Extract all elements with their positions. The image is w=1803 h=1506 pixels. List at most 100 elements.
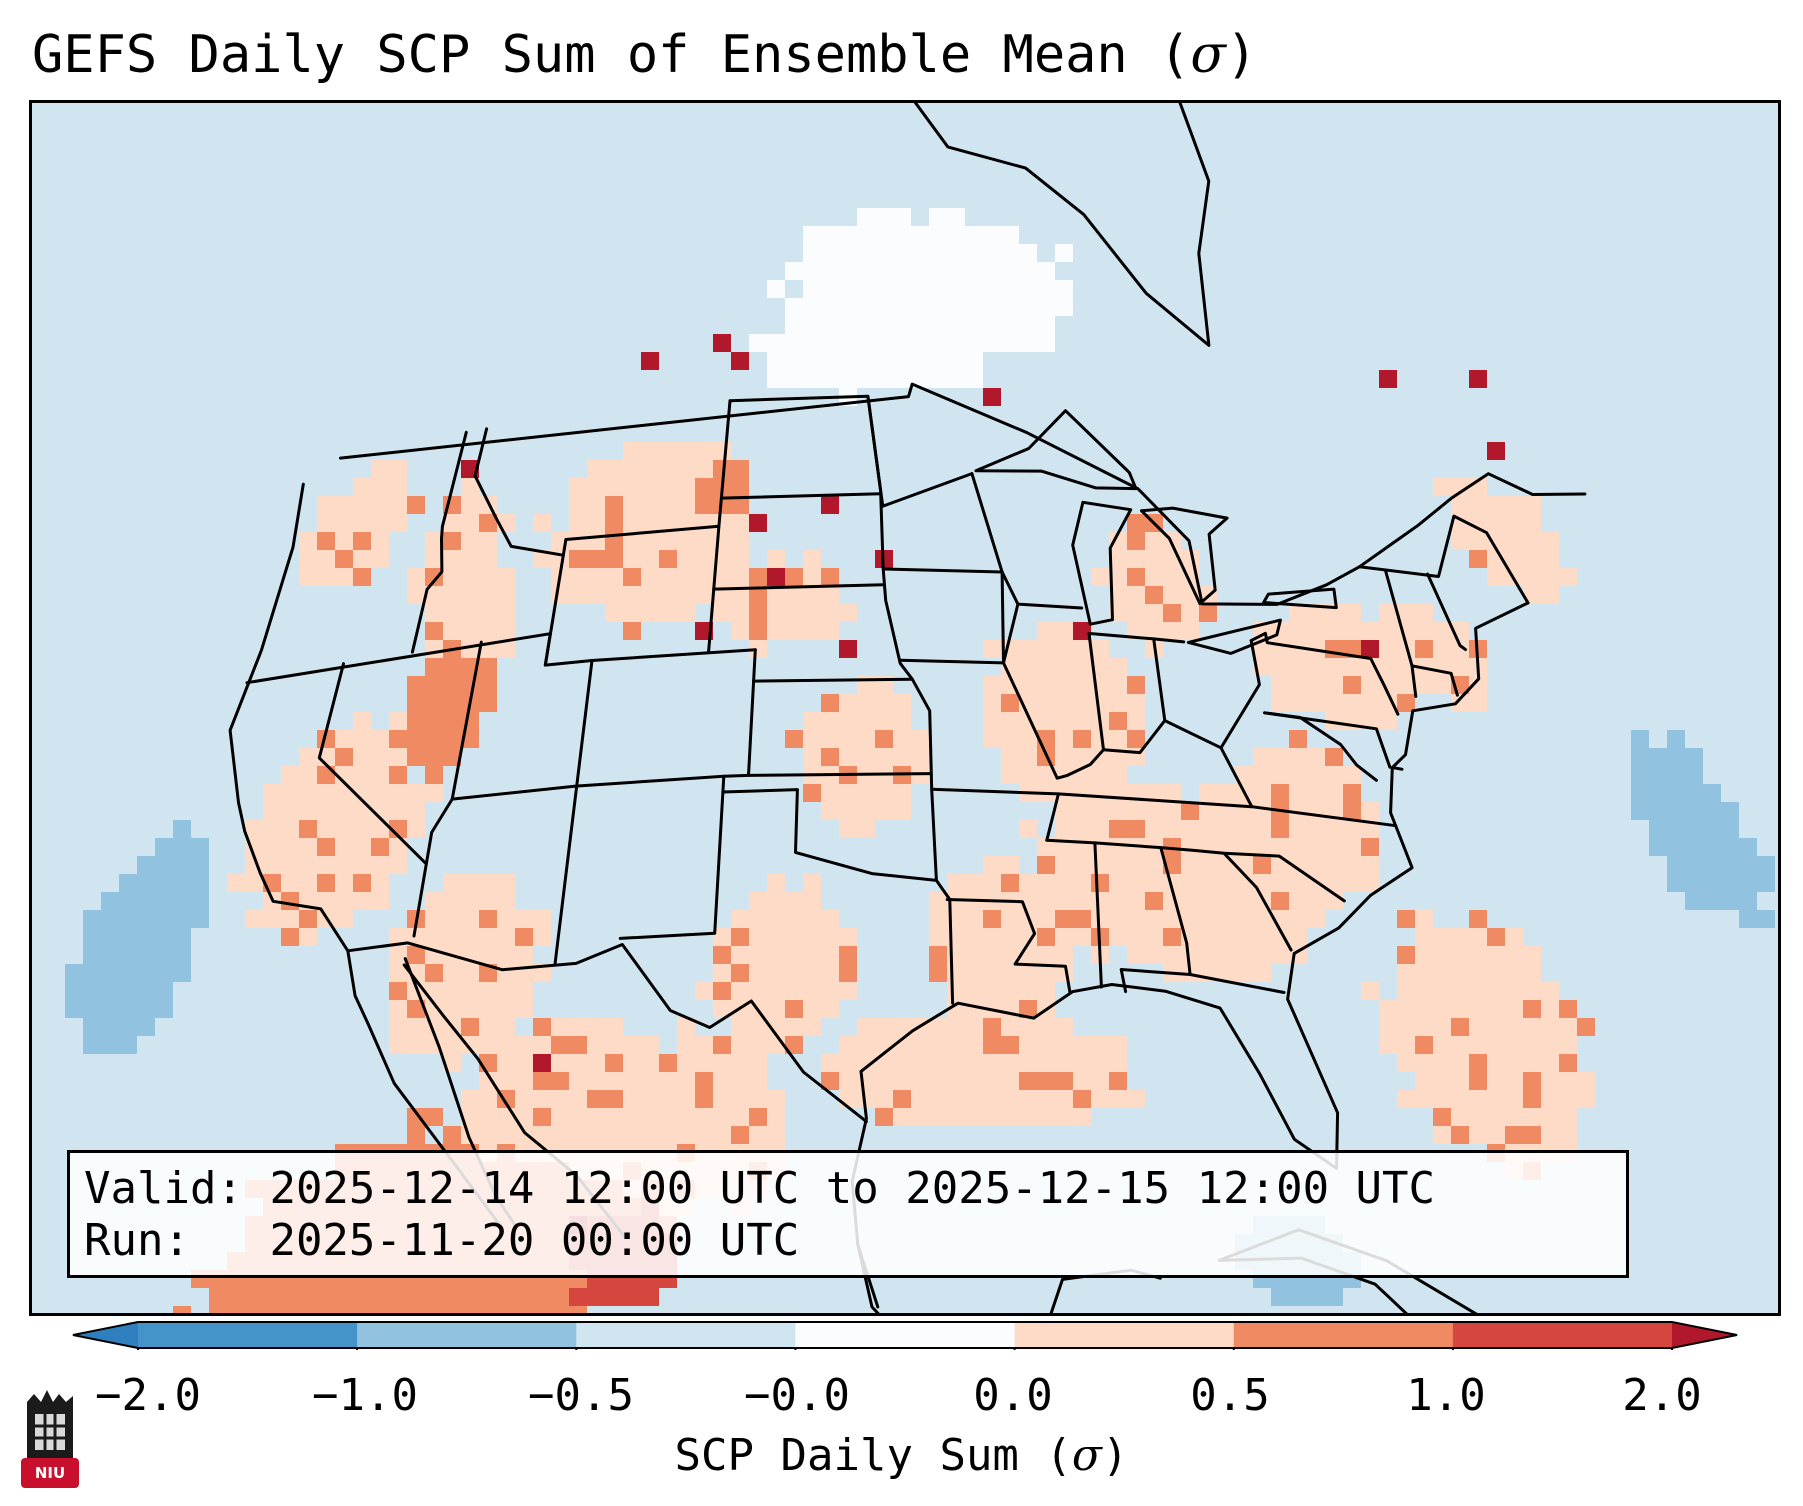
anomaly-cell (1181, 604, 1199, 622)
anomaly-cell (191, 910, 209, 928)
anomaly-cell (1109, 730, 1127, 748)
anomaly-cell (839, 1036, 857, 1054)
anomaly-cell (1433, 676, 1451, 694)
anomaly-cell (605, 514, 623, 532)
anomaly-cell (461, 514, 479, 532)
anomaly-cell (1307, 910, 1325, 928)
anomaly-cell (1037, 874, 1055, 892)
anomaly-cell (1289, 1288, 1307, 1306)
anomaly-cell (623, 1036, 641, 1054)
anomaly-cell (839, 712, 857, 730)
anomaly-cell (1289, 820, 1307, 838)
anomaly-cell (407, 928, 425, 946)
anomaly-cell (389, 1000, 407, 1018)
anomaly-cell (1127, 910, 1145, 928)
anomaly-cell (1001, 226, 1019, 244)
anomaly-cell (983, 298, 1001, 316)
anomaly-cell (1073, 730, 1091, 748)
anomaly-cell (1163, 874, 1181, 892)
anomaly-cell (425, 712, 443, 730)
anomaly-cell (191, 892, 209, 910)
anomaly-cell (425, 658, 443, 676)
anomaly-cell (1433, 1036, 1451, 1054)
anomaly-cell (1541, 982, 1559, 1000)
anomaly-cell (1289, 892, 1307, 910)
anomaly-cell (1073, 1036, 1091, 1054)
anomaly-cell (1073, 712, 1091, 730)
anomaly-cell (587, 586, 605, 604)
lake-michigan (1071, 500, 1133, 626)
anomaly-cell (785, 604, 803, 622)
anomaly-cell (443, 622, 461, 640)
castle-icon (21, 1390, 79, 1488)
anomaly-cell (1361, 820, 1379, 838)
anomaly-cell (911, 1072, 929, 1090)
anomaly-cell (299, 1288, 317, 1306)
anomaly-cell (497, 622, 515, 640)
anomaly-cell (569, 532, 587, 550)
anomaly-cell (1091, 802, 1109, 820)
anomaly-cell (299, 568, 317, 586)
anomaly-cell (821, 586, 839, 604)
anomaly-cell (821, 334, 839, 352)
anomaly-cell (497, 1018, 515, 1036)
anomaly-cell (1541, 1054, 1559, 1072)
anomaly-cell (461, 550, 479, 568)
anomaly-cell (497, 946, 515, 964)
colorbar-tick-label: −0.0 (744, 1370, 850, 1421)
anomaly-cell (1397, 676, 1415, 694)
anomaly-cell (1163, 784, 1181, 802)
anomaly-cell (479, 1018, 497, 1036)
anomaly-cell (479, 892, 497, 910)
anomaly-cell (839, 334, 857, 352)
anomaly-cell (659, 478, 677, 496)
anomaly-cell (1397, 694, 1415, 712)
anomaly-cell (1055, 694, 1073, 712)
anomaly-cell (1199, 604, 1217, 622)
anomaly-cell (569, 1126, 587, 1144)
anomaly-cell (533, 964, 551, 982)
anomaly-cell (1505, 1090, 1523, 1108)
anomaly-cell (353, 568, 371, 586)
anomaly-cell (335, 730, 353, 748)
anomaly-cell (1505, 928, 1523, 946)
anomaly-cell (1469, 964, 1487, 982)
anomaly-cell (1289, 874, 1307, 892)
anomaly-cell (1091, 730, 1109, 748)
anomaly-cell (407, 748, 425, 766)
anomaly-cell (659, 496, 677, 514)
anomaly-cell (281, 784, 299, 802)
anomaly-cell (1019, 766, 1037, 784)
anomaly-cell (335, 874, 353, 892)
anomaly-cell (479, 622, 497, 640)
anomaly-cell (1091, 694, 1109, 712)
anomaly-cell (1001, 244, 1019, 262)
anomaly-cell (947, 316, 965, 334)
anomaly-cell (857, 226, 875, 244)
anomaly-cell (1073, 640, 1091, 658)
anomaly-cell (695, 478, 713, 496)
anomaly-cell (1037, 856, 1055, 874)
anomaly-cell (101, 1036, 119, 1054)
anomaly-cell (1289, 802, 1307, 820)
anomaly-cell (1091, 892, 1109, 910)
anomaly-cell (983, 964, 1001, 982)
anomaly-cell (1073, 658, 1091, 676)
anomaly-cell (407, 1108, 425, 1126)
anomaly-cell (515, 1036, 533, 1054)
anomaly-cell (245, 820, 263, 838)
anomaly-cell (173, 946, 191, 964)
anomaly-cell (569, 1288, 587, 1306)
anomaly-cell (1019, 640, 1037, 658)
anomaly-cell (623, 1126, 641, 1144)
anomaly-cell (1325, 874, 1343, 892)
anomaly-cell (425, 694, 443, 712)
anomaly-cell (461, 568, 479, 586)
anomaly-cell (1523, 1018, 1541, 1036)
anomaly-cell (767, 1018, 785, 1036)
colorbar-extend-high (1672, 1322, 1738, 1348)
anomaly-cell (173, 838, 191, 856)
anomaly-cell (479, 1108, 497, 1126)
anomaly-cell (137, 946, 155, 964)
anomaly-cell (119, 946, 137, 964)
